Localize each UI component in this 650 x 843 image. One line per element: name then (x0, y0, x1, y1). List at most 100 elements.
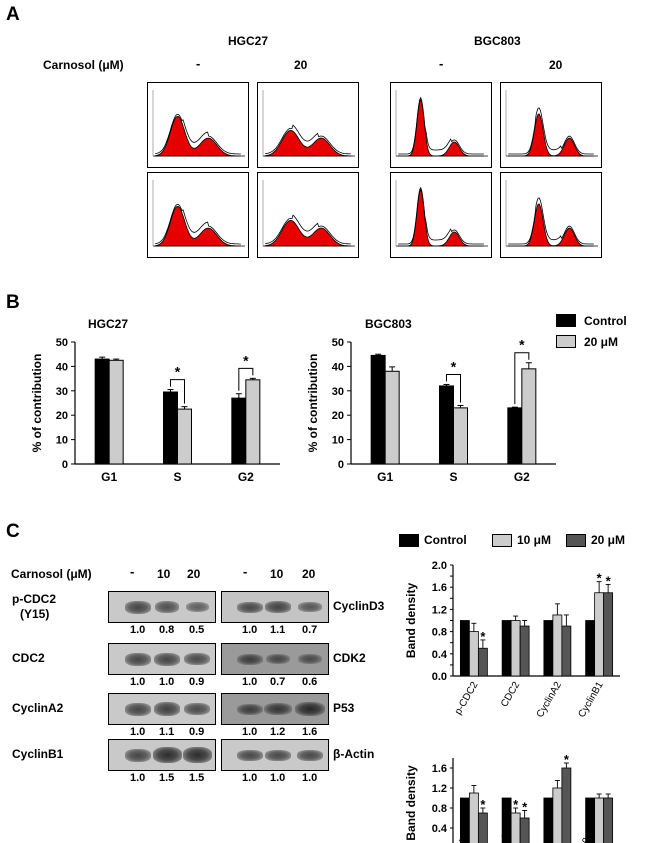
condition-bgc803-treat: 20 (549, 58, 563, 72)
dose-left-0: - (130, 564, 135, 579)
y-tick-label: 1.6 (432, 582, 447, 594)
y-tick-label: 0.0 (432, 671, 447, 683)
histogram-plot (500, 172, 602, 258)
x-tick-label: G1 (377, 470, 393, 484)
density-value: 1.0 (242, 676, 258, 688)
x-tick-label: G2 (238, 470, 254, 484)
blot-label-right: CDK2 (333, 651, 366, 665)
significance-star: * (480, 629, 486, 644)
legend-swatch-control-b (556, 314, 576, 327)
density-value: 1.5 (159, 772, 175, 784)
y-axis-label: Band density (404, 765, 418, 841)
density-value: 0.9 (189, 676, 205, 688)
density-value: 1.2 (270, 726, 286, 738)
density-bar-control (585, 620, 596, 677)
density-value: 0.8 (159, 624, 175, 636)
protein-band (297, 602, 323, 612)
density-value: 0.6 (302, 676, 318, 688)
histogram-envelope (398, 96, 484, 155)
protein-band (154, 652, 180, 666)
y-tick-label: 50 (56, 337, 68, 349)
y-tick-label: 0.8 (432, 627, 447, 639)
significance-star: * (564, 752, 570, 767)
density-bar-10um (552, 614, 563, 677)
protein-band (237, 601, 263, 613)
density-value: 1.0 (302, 772, 318, 784)
y-tick-label: 2.0 (432, 560, 447, 572)
chart-title-hgc27: HGC27 (88, 317, 129, 331)
protein-band (264, 601, 292, 613)
treatment-label-a: Carnosol (μM) (43, 58, 124, 72)
density-bar-10um (468, 792, 479, 843)
y-tick-label: 0.4 (432, 649, 448, 661)
density-bar-10um (552, 787, 563, 843)
protein-band (185, 601, 209, 613)
density-value: 0.5 (189, 624, 205, 636)
protein-band (152, 747, 182, 763)
y-tick-label: 1.2 (432, 604, 447, 616)
density-bar-20um (519, 817, 530, 843)
blot-cyclinb1 (108, 739, 216, 771)
density-value: 1.5 (189, 772, 205, 784)
significance-bracket (170, 379, 185, 404)
histogram-envelope (265, 214, 351, 245)
density-bar-10um (510, 812, 521, 843)
significance-star: * (480, 797, 486, 812)
protein-band (295, 702, 325, 716)
x-tick-label: G2 (514, 470, 530, 484)
density-value: 1.0 (270, 772, 286, 784)
legend-label-20um-c: 20 μM (591, 533, 626, 547)
chart-title-bgc803: BGC803 (365, 317, 412, 331)
protein-band (265, 749, 291, 761)
chart-c-0: 0.0 0.4 0.8 1.2 1.6 2.0 Band density p-CDC2 * CDC… (404, 560, 620, 720)
density-bar-control (501, 620, 512, 677)
blot-cdc2 (108, 643, 216, 675)
density-value: 1.1 (159, 726, 175, 738)
histogram-plot (390, 172, 492, 258)
protein-band (237, 749, 263, 761)
x-tick-label: CyclinA2 (535, 680, 564, 720)
histogram-plot (257, 82, 359, 168)
density-bar-20um (561, 625, 572, 677)
density-bar-20um (477, 647, 488, 677)
density-bar-10um (594, 797, 605, 843)
histogram-plot (257, 172, 359, 258)
g1-g2-peak-fill (264, 129, 352, 157)
condition-bgc803-ctrl: - (439, 56, 444, 71)
legend-label-20um-b: 20 μM (584, 335, 619, 349)
density-value: 1.0 (130, 676, 146, 688)
x-tick-label: S (173, 470, 181, 484)
legend-swatch-20um-c (566, 534, 586, 547)
histogram-envelope (155, 113, 241, 155)
x-tick-label: CyclinB1 (576, 680, 605, 720)
chart-b-hgc27: 0 10 20 30 40 50 % of contribution G1 S * G2 * (30, 337, 280, 484)
density-value: 1.1 (270, 624, 286, 636)
y-tick-label: 20 (332, 410, 344, 422)
histogram-frame (500, 172, 602, 258)
protein-band (125, 748, 151, 762)
legend-swatch-20um-b (556, 335, 576, 348)
y-tick-label: 40 (332, 361, 344, 373)
density-bar-control (459, 797, 470, 843)
protein-band (297, 749, 323, 761)
dose-right-2: 20 (302, 567, 316, 581)
panel-a-letter: A (6, 4, 20, 25)
g1-g2-peak-fill (264, 219, 352, 247)
protein-band (298, 654, 322, 664)
blot-label-left: p-CDC2 (12, 592, 56, 606)
y-tick-label: 40 (56, 361, 68, 373)
y-tick-label: 20 (56, 410, 68, 422)
protein-band (154, 601, 180, 613)
density-value: 1.0 (242, 726, 258, 738)
protein-band (237, 653, 263, 665)
condition-hgc27-ctrl: - (196, 56, 201, 71)
y-axis-label: % of contribution (306, 354, 320, 453)
density-value: 0.7 (270, 676, 286, 688)
protein-band (182, 747, 212, 763)
blot-label-right: CyclinD3 (333, 599, 385, 613)
density-bar-10um (468, 631, 479, 677)
significance-star: * (243, 352, 249, 368)
significance-star: * (522, 800, 528, 815)
condition-hgc27-treat: 20 (294, 58, 308, 72)
dose-right-1: 10 (270, 567, 284, 581)
